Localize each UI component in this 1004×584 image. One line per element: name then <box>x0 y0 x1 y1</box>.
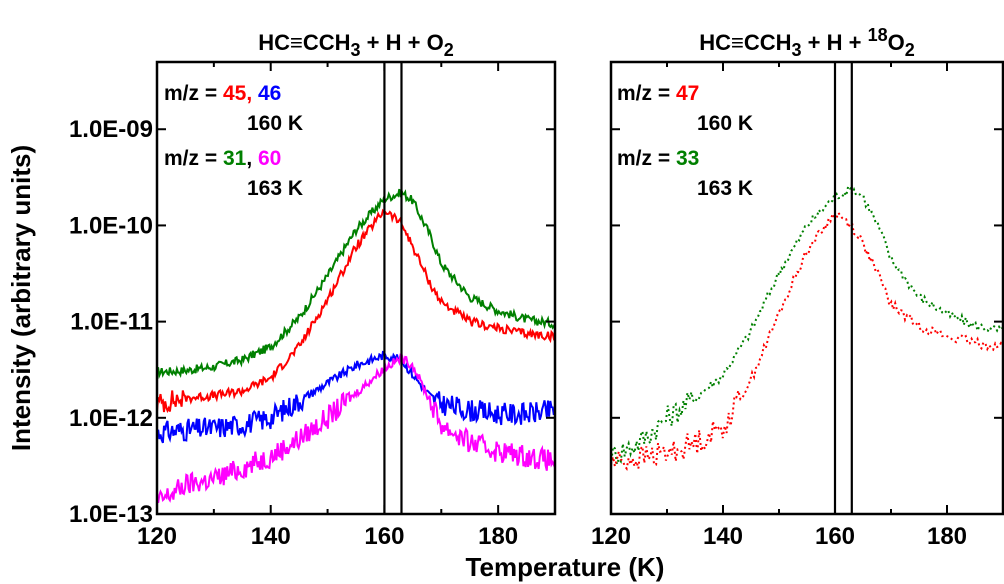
annotation-part: , <box>246 82 258 105</box>
series-mz-31 <box>157 187 555 380</box>
series-mz-60 <box>157 353 555 504</box>
x-tick-label: 180 <box>927 523 967 550</box>
annotation-1: m/z = 47 <box>617 82 699 105</box>
title-part: 18 <box>868 25 888 45</box>
annotation-3: m/z = 33 <box>617 147 699 170</box>
annotation-3: m/z = 31, 60 <box>164 147 281 170</box>
y-tick-label: 1.0E-12 <box>69 405 153 432</box>
annotation-part: , <box>246 147 258 170</box>
x-tick-label: 120 <box>591 523 631 550</box>
title-part: + H + <box>802 30 868 55</box>
series-mz-47 <box>611 210 1003 472</box>
series-mz-33 <box>611 184 1003 466</box>
title-part: HC≡CCH <box>258 30 350 55</box>
x-tick-label: 140 <box>251 523 291 550</box>
y-axis-label: Intensity (arbitrary units) <box>6 145 36 451</box>
left-panel: 120 140 160 180 1.0E-13 1.0E-12 1.0E-11 1.0E-10… <box>69 30 557 550</box>
x-axis-label: Temperature (K) <box>466 552 665 582</box>
annotation-part: m/z = <box>617 82 676 105</box>
x-tick-label: 160 <box>364 523 404 550</box>
annotation-part: 33 <box>676 147 699 170</box>
annotation-1: m/z = 45, 46 <box>164 82 281 105</box>
title-part: 3 <box>792 40 802 60</box>
title-part: 2 <box>905 40 915 60</box>
title-part: 2 <box>444 40 454 60</box>
title-part: O <box>888 30 905 55</box>
annotation-part: 47 <box>676 82 699 105</box>
annotation-part: 163 K <box>247 177 303 200</box>
annotation-part: 163 K <box>697 177 753 200</box>
plot-frame <box>155 60 557 516</box>
annotation-part: m/z = <box>164 82 223 105</box>
chart-title: HC≡CCH3 + H + O2 <box>258 30 453 60</box>
annotation-part: 46 <box>258 82 281 105</box>
title-part: HC≡CCH <box>699 30 791 55</box>
annotation-part: m/z = <box>617 147 676 170</box>
annotation-4: 163 K <box>697 177 753 200</box>
annotation-part: 160 K <box>697 112 753 135</box>
series-mz-46 <box>157 350 555 444</box>
annotation-part: 45 <box>223 82 247 105</box>
series-mz-45 <box>157 208 555 414</box>
plot-frame <box>609 60 1004 516</box>
annotation-part: 31 <box>223 147 247 170</box>
annotation-part: 160 K <box>247 112 303 135</box>
annotation-part: 60 <box>258 147 281 170</box>
title-part: 3 <box>351 40 361 60</box>
y-tick-label: 1.0E-11 <box>70 309 153 336</box>
right-panel: 120 140 160 180 m/z = 47 160 K m/z = 33 163 K HC… <box>591 25 1004 550</box>
annotation-part: m/z = <box>164 147 223 170</box>
y-tick-label: 1.0E-10 <box>69 212 153 239</box>
chart-title: HC≡CCH3 + H + 18O2 <box>699 25 915 60</box>
title-part: + H + O <box>361 30 444 55</box>
annotation-2: 160 K <box>697 112 753 135</box>
annotation-4: 163 K <box>247 177 303 200</box>
annotation-2: 160 K <box>247 112 303 135</box>
y-tick-label: 1.0E-09 <box>69 116 153 143</box>
y-tick-label: 1.0E-13 <box>69 501 153 528</box>
x-tick-label: 180 <box>478 523 518 550</box>
x-tick-label: 140 <box>703 523 743 550</box>
x-tick-label: 160 <box>815 523 855 550</box>
x-tick-label: 120 <box>137 523 177 550</box>
